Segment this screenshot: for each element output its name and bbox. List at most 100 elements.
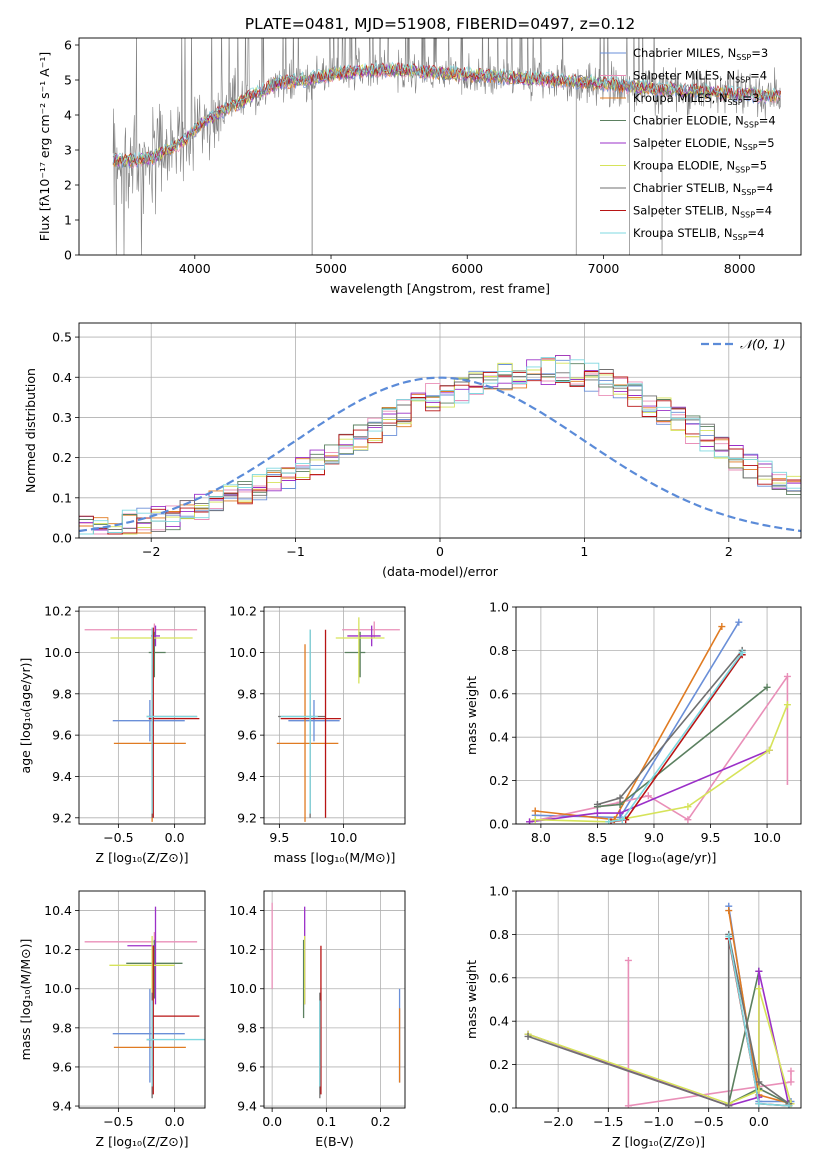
legend-label: Salpeter ELODIE, NSSP=5 (633, 136, 775, 152)
weight-marker (787, 1067, 795, 1075)
y-tick-label: 9.6 (52, 1059, 72, 1074)
y-tick-label: 9.4 (237, 769, 257, 784)
weight-marker (616, 794, 624, 802)
legend-label-suffix: =3 (743, 91, 760, 105)
legend-label-sub: SSP (733, 233, 748, 242)
y-tick-label: 1.0 (489, 600, 509, 615)
y-tick-label: 5 (64, 73, 72, 88)
x-tick-label: 9.5 (701, 830, 721, 845)
legend-label-suffix: =5 (750, 159, 767, 173)
x-tick-label: 0.0 (749, 1114, 769, 1129)
weight-marker (783, 701, 791, 709)
y-tick-label: 1.0 (489, 884, 509, 899)
y-tick-label: 0.6 (489, 686, 509, 701)
x-tick-label: 10.0 (330, 830, 358, 845)
legend-label-sub: SSP (741, 188, 756, 197)
weight-marker (624, 956, 632, 964)
weight-line-3 (727, 971, 790, 1106)
weight-line-1 (529, 675, 789, 823)
y-tick-label: 3 (64, 143, 72, 158)
legend-label-main: Kroupa MILES, N (633, 91, 728, 105)
y-tick-label: 0.5 (52, 330, 72, 345)
y-tick-label: 10.2 (229, 604, 257, 619)
legend-label-main: Salpeter STELIB, N (633, 204, 740, 218)
weight-marker (624, 1102, 632, 1108)
y-tick-label: 9.6 (52, 728, 72, 743)
legend-label-sub: SSP (740, 211, 755, 220)
x-tick-label: 0.0 (262, 1114, 282, 1129)
weight-marker (738, 649, 746, 657)
y-tick-label: 4 (64, 108, 72, 123)
y-axis-label: age [log₁₀(age/yr)] (18, 658, 33, 774)
grid (79, 891, 205, 1108)
normal-curve-line (79, 376, 801, 533)
model-line-3 (112, 63, 781, 168)
y-tick-label: 9.2 (237, 810, 257, 825)
plot-area (112, 38, 781, 255)
x-tick-label: 5000 (315, 261, 347, 276)
y-tick-label: 10.2 (229, 942, 257, 957)
panel-age_vs_Z: −0.5 0.0 9.2 9.4 9.6 9.8 10.0 10.2 Z [log₁₀(Z/Z⊙… (18, 604, 206, 865)
weight-marker (593, 809, 601, 817)
legend-label-main: Salpeter MILES, N (633, 69, 735, 83)
weight-marker (616, 809, 624, 817)
weight-line-1 (627, 960, 792, 1107)
weight-marker (725, 1102, 733, 1108)
weight-marker (763, 683, 771, 691)
y-tick-label: 10.0 (44, 645, 72, 660)
x-tick-label: −1.5 (593, 1114, 623, 1129)
y-tick-label: 9.4 (237, 1099, 257, 1114)
panel-mass_vs_Z: −0.5 0.0 9.4 9.6 9.8 10.0 10.2 10.4 Z [log₁₀(Z/Z… (18, 890, 206, 1149)
y-tick-label: 0.4 (489, 1014, 509, 1029)
y-tick-label: 6 (64, 38, 72, 53)
y-tick-label: 0.2 (52, 450, 72, 465)
x-axis-label: E(B-V) (315, 1134, 354, 1149)
y-tick-label: 0.0 (489, 1101, 509, 1116)
x-tick-label: 0.1 (316, 1114, 336, 1129)
x-tick-label: −1 (286, 544, 304, 559)
weight-marker (755, 1078, 763, 1086)
x-tick-label: 7000 (588, 261, 620, 276)
x-tick-label: −1.0 (643, 1114, 673, 1129)
y-tick-label: 0.8 (489, 643, 509, 658)
y-tick-label: 10.0 (44, 981, 72, 996)
y-tick-label: 9.6 (237, 728, 257, 743)
x-tick-label: −2 (142, 544, 160, 559)
x-axis-label: Z [log₁₀(Z/Z⊙)] (96, 1134, 189, 1149)
y-tick-label: 0.0 (52, 531, 72, 546)
weight-marker (616, 800, 624, 808)
x-tick-label: 9.5 (269, 830, 289, 845)
legend-label-suffix: =4 (748, 226, 765, 240)
weight-marker (531, 807, 539, 815)
x-tick-label: 6000 (451, 261, 483, 276)
x-tick-label: 0.0 (165, 1114, 185, 1129)
y-axis-label: mass weight (464, 676, 479, 755)
y-tick-label: 9.8 (52, 686, 72, 701)
axes-frame (263, 606, 406, 825)
residual-histogram-7 (79, 358, 801, 538)
y-tick-label: 10.2 (44, 604, 72, 619)
weight-marker (618, 816, 626, 824)
y-tick-label: 9.4 (52, 769, 72, 784)
panel-spectrum: 4000 5000 6000 7000 8000 0 1 2 3 4 5 6 wavelength [A… (37, 38, 802, 296)
weight-marker (765, 746, 773, 754)
weight-marker (787, 1078, 795, 1086)
weight-marker (725, 907, 733, 915)
x-tick-label: 0.0 (165, 830, 185, 845)
y-tick-label: 0.8 (489, 927, 509, 942)
y-axis-label: Normed distribution (23, 368, 38, 493)
x-tick-label: −0.5 (693, 1114, 723, 1129)
y-tick-label: 10.4 (44, 903, 72, 918)
plot-area (276, 617, 400, 822)
axes-frame (263, 890, 406, 1109)
legend-label-main: Kroupa STELIB, N (633, 226, 733, 240)
y-tick-label: 9.6 (237, 1059, 257, 1074)
legend-label: Salpeter STELIB, NSSP=4 (633, 204, 772, 220)
grid (516, 606, 801, 825)
x-tick-label: 2 (725, 544, 733, 559)
weight-marker (735, 618, 743, 626)
legend-label-main: Kroupa ELODIE, N (633, 159, 735, 173)
x-tick-label: 1 (580, 544, 588, 559)
